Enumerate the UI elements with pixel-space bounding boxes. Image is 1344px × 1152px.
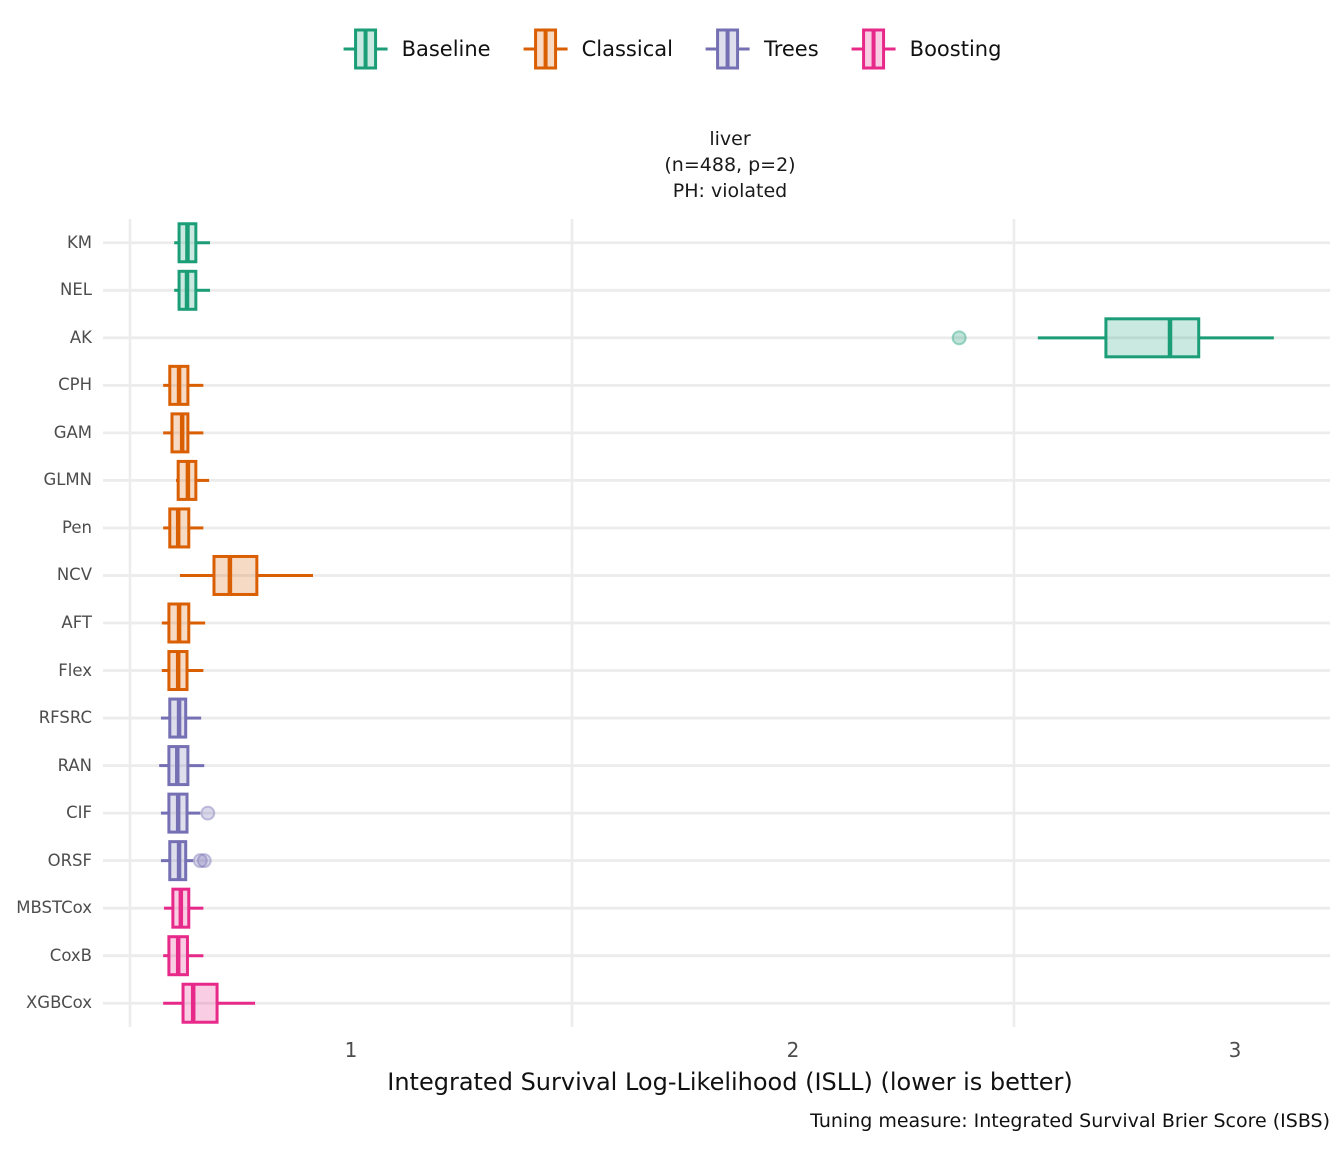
y-axis-label-CoxB: CoxB [49, 945, 92, 965]
y-axis-label-NCV: NCV [56, 565, 92, 585]
y-axis-label-AFT: AFT [61, 613, 92, 632]
y-axis-label-CPH: CPH [58, 375, 92, 395]
title-line-ph: PH: violated [672, 180, 788, 202]
y-axis-label-RFSRC: RFSRC [38, 708, 92, 728]
y-axis-label-RAN: RAN [57, 755, 92, 775]
y-axis-label-ORSF: ORSF [47, 850, 92, 870]
y-axis-label-XGBCox: XGBCox [26, 993, 92, 1013]
legend-item-boosting: Boosting [851, 26, 1002, 72]
outlier-point-ORSF [192, 853, 208, 869]
legend-item-classical: Classical [523, 26, 673, 72]
box-NCV [212, 554, 259, 596]
x-axis-tick-label-1: 1 [344, 1038, 358, 1062]
legend-label-classical: Classical [581, 37, 673, 61]
outlier-point-ORSF [196, 853, 212, 869]
y-axis-label-AK: AK [69, 327, 92, 347]
x-axis-title: Integrated Survival Log-Likelihood (ISLL… [387, 1068, 1073, 1096]
y-axis-label-KM: KM [66, 232, 92, 252]
box-AK [1104, 317, 1201, 359]
title-line-dims: (n=488, p=2) [664, 154, 796, 176]
outlier-point-AK [951, 330, 967, 346]
chart-title: liver (n=488, p=2) PH: violated [130, 126, 1330, 204]
y-axis-label-Flex: Flex [58, 660, 92, 680]
legend-item-trees: Trees [705, 26, 819, 72]
legend-item-baseline: Baseline [343, 26, 491, 72]
title-line-dataset: liver [709, 128, 751, 150]
x-axis-tick-label-2: 2 [786, 1038, 800, 1062]
legend-label-trees: Trees [763, 37, 819, 61]
outlier-point-CIF [200, 805, 216, 821]
y-axis-label-MBSTCox: MBSTCox [16, 898, 92, 918]
legend-boxplot-glyph-trees [705, 28, 750, 70]
legend-boxplot-glyph-classical [523, 28, 568, 70]
legend-boxplot-glyph-boosting [851, 28, 896, 70]
caption: Tuning measure: Integrated Survival Brie… [810, 1110, 1330, 1132]
y-axis-label-CIF: CIF [66, 803, 92, 823]
legend-boxplot-glyph-baseline [343, 28, 388, 70]
y-axis-label-GLMN: GLMN [43, 470, 92, 490]
y-axis-label-GAM: GAM [53, 422, 92, 442]
y-axis-label-Pen: Pen [62, 517, 92, 537]
x-axis-tick-label-3: 3 [1228, 1038, 1242, 1062]
legend-label-baseline: Baseline [401, 37, 491, 61]
box-XGBCox [181, 982, 219, 1024]
legend-label-boosting: Boosting [909, 37, 1002, 61]
y-axis-label-NEL: NEL [60, 280, 92, 300]
legend: Baseline Classical Trees Boosting [343, 26, 1002, 72]
